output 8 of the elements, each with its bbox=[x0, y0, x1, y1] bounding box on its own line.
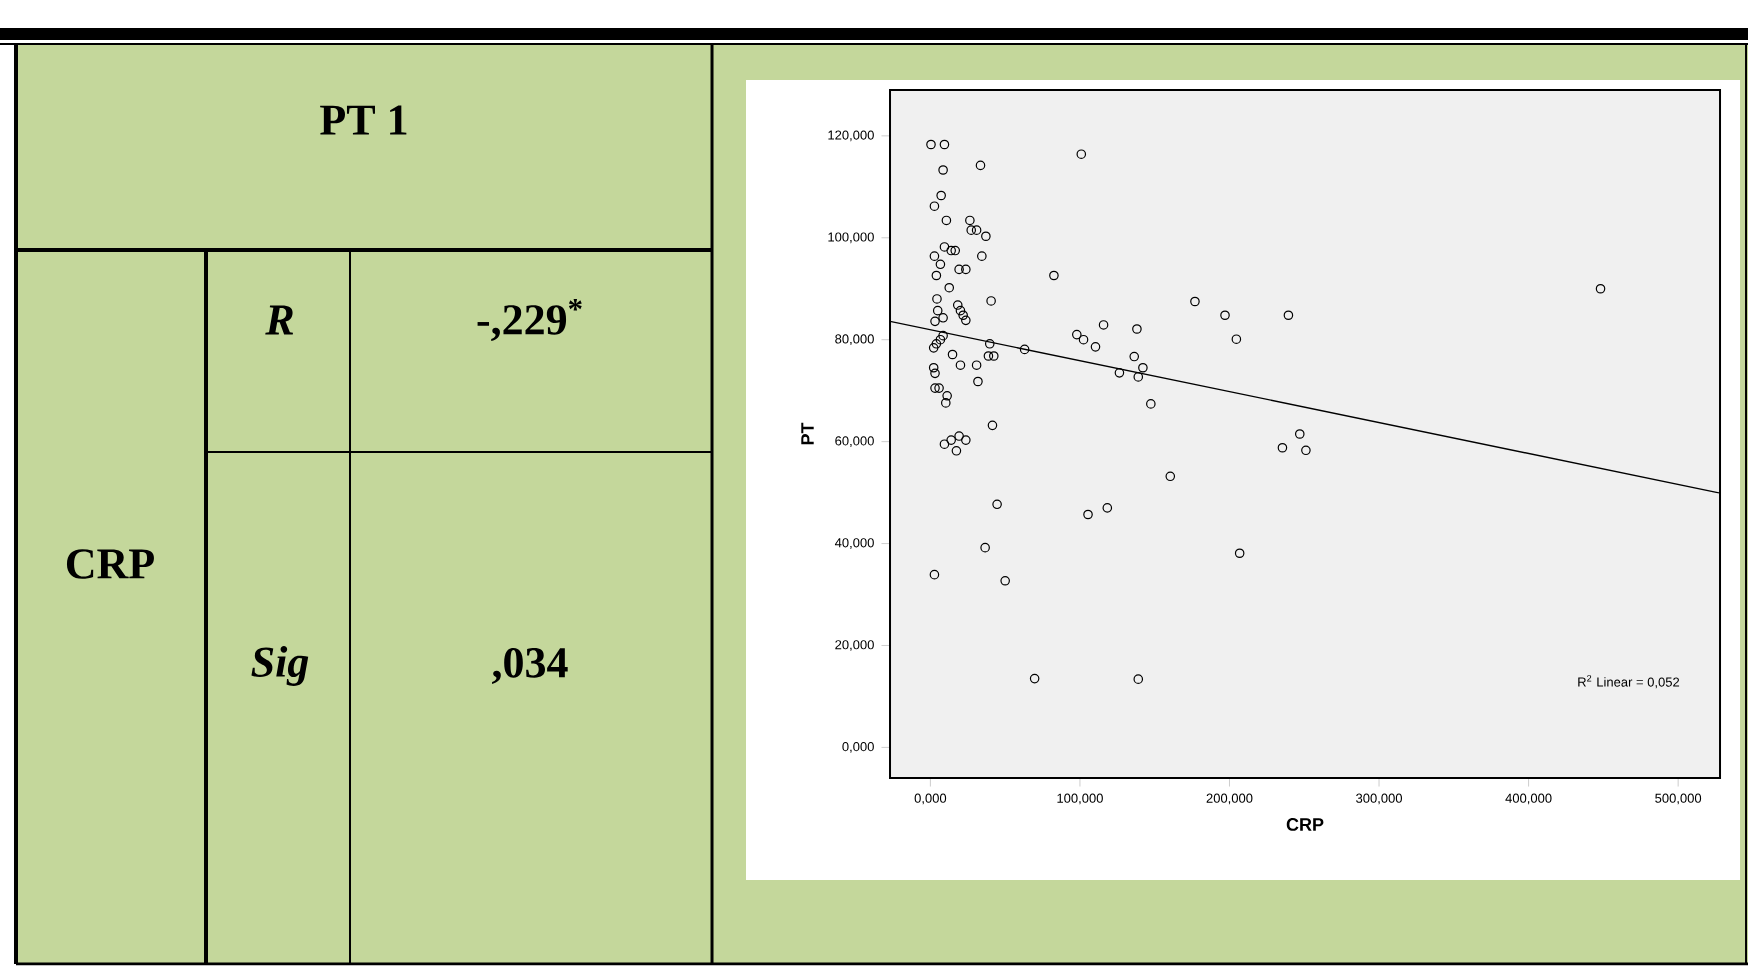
x-axis-title: CRP bbox=[1286, 818, 1324, 831]
text: CRP bbox=[66, 549, 154, 579]
text: PT 1 bbox=[320, 105, 407, 135]
y-axis-title: PT bbox=[801, 422, 814, 445]
text: R bbox=[265, 305, 293, 335]
text: -,229$^{*}$ bbox=[477, 298, 582, 342]
text: ,034 bbox=[492, 647, 568, 685]
text: Sig bbox=[251, 646, 309, 686]
